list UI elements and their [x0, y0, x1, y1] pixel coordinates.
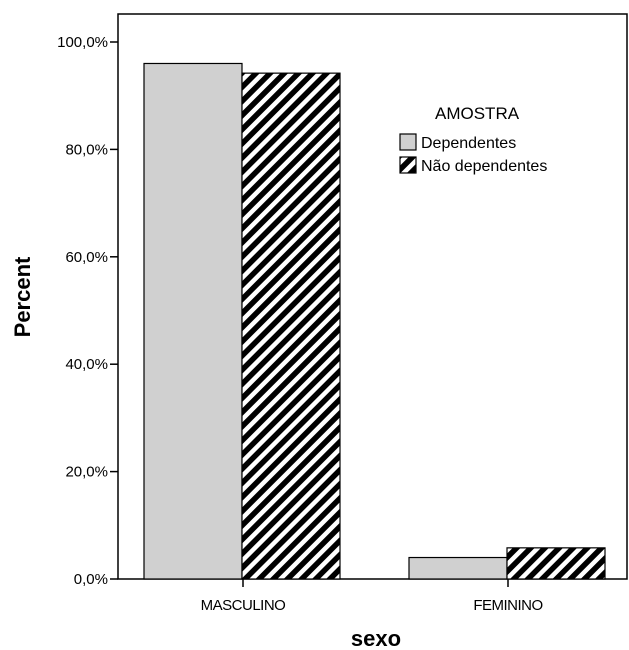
y-tick-label: 20,0%	[65, 464, 108, 481]
x-tick-label: FEMININO	[473, 597, 542, 614]
legend: AMOSTRA Dependentes Não dependentes	[399, 104, 547, 175]
y-axis-title: Percent	[10, 256, 35, 337]
y-tick-label: 100,0%	[57, 34, 108, 51]
legend-entry: Não dependentes	[421, 158, 547, 175]
bar-dependentes-masculino	[143, 62, 243, 580]
y-tick-label: 40,0%	[65, 356, 108, 373]
x-tick-label: MASCULINO	[201, 597, 286, 614]
bars	[143, 62, 606, 580]
plot-area-border	[117, 13, 628, 580]
y-axis: 0,0% 20,0% 40,0% 60,0% 80,0% 100,0%	[57, 34, 118, 588]
plot-frame	[117, 13, 628, 580]
x-axis-title: sexo	[351, 626, 401, 650]
legend-swatch	[399, 156, 417, 174]
x-axis: MASCULINO FEMININO	[201, 579, 543, 614]
y-tick-label: 60,0%	[65, 249, 108, 266]
y-tick-label: 0,0%	[74, 571, 108, 588]
bar-nao-dependentes-feminino	[506, 547, 606, 580]
bar-dependentes-feminino	[408, 556, 508, 580]
legend-title: AMOSTRA	[435, 104, 520, 123]
legend-entry: Dependentes	[421, 135, 516, 152]
bar-nao-dependentes-masculino	[241, 72, 341, 580]
y-tick-label: 80,0%	[65, 141, 108, 158]
legend-swatch	[399, 133, 417, 151]
